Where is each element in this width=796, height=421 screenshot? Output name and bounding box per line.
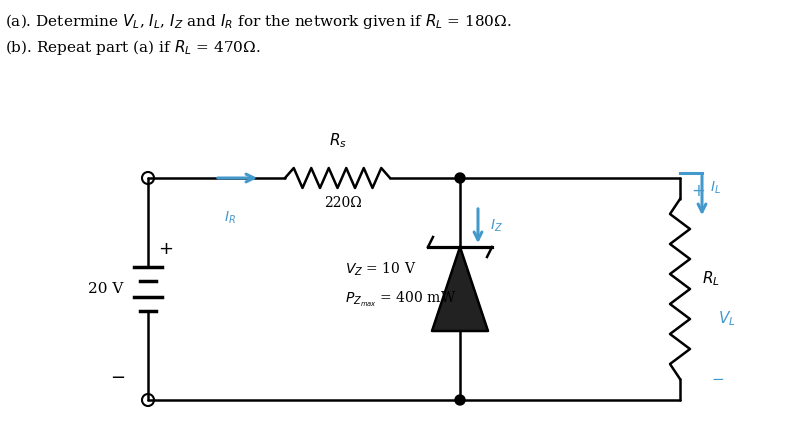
Text: (b). Repeat part (a) if $R_L$ = 470Ω.: (b). Repeat part (a) if $R_L$ = 470Ω. [5,38,260,57]
Text: $I_L$: $I_L$ [710,180,721,196]
Polygon shape [432,247,488,331]
Text: +: + [158,240,174,258]
Text: $R_L$: $R_L$ [702,269,720,288]
Text: 20 V: 20 V [88,282,123,296]
Circle shape [455,395,465,405]
Text: $P_{Z_{max}}$ = 400 mW: $P_{Z_{max}}$ = 400 mW [345,290,456,309]
Text: $I_R$: $I_R$ [224,210,236,226]
Text: $I_Z$: $I_Z$ [490,218,503,234]
Text: −: − [111,369,126,387]
Text: $R_s$: $R_s$ [329,131,346,150]
Text: $V_L$: $V_L$ [718,310,736,328]
Text: $V_Z$ = 10 V: $V_Z$ = 10 V [345,260,416,278]
Text: (a). Determine $V_L$, $I_L$, $I_Z$ and $I_R$ for the network given if $R_L$ = 18: (a). Determine $V_L$, $I_L$, $I_Z$ and $… [5,12,512,31]
Text: 220Ω: 220Ω [324,196,361,210]
Circle shape [455,173,465,183]
Text: +: + [691,182,705,200]
Text: −: − [712,373,724,387]
